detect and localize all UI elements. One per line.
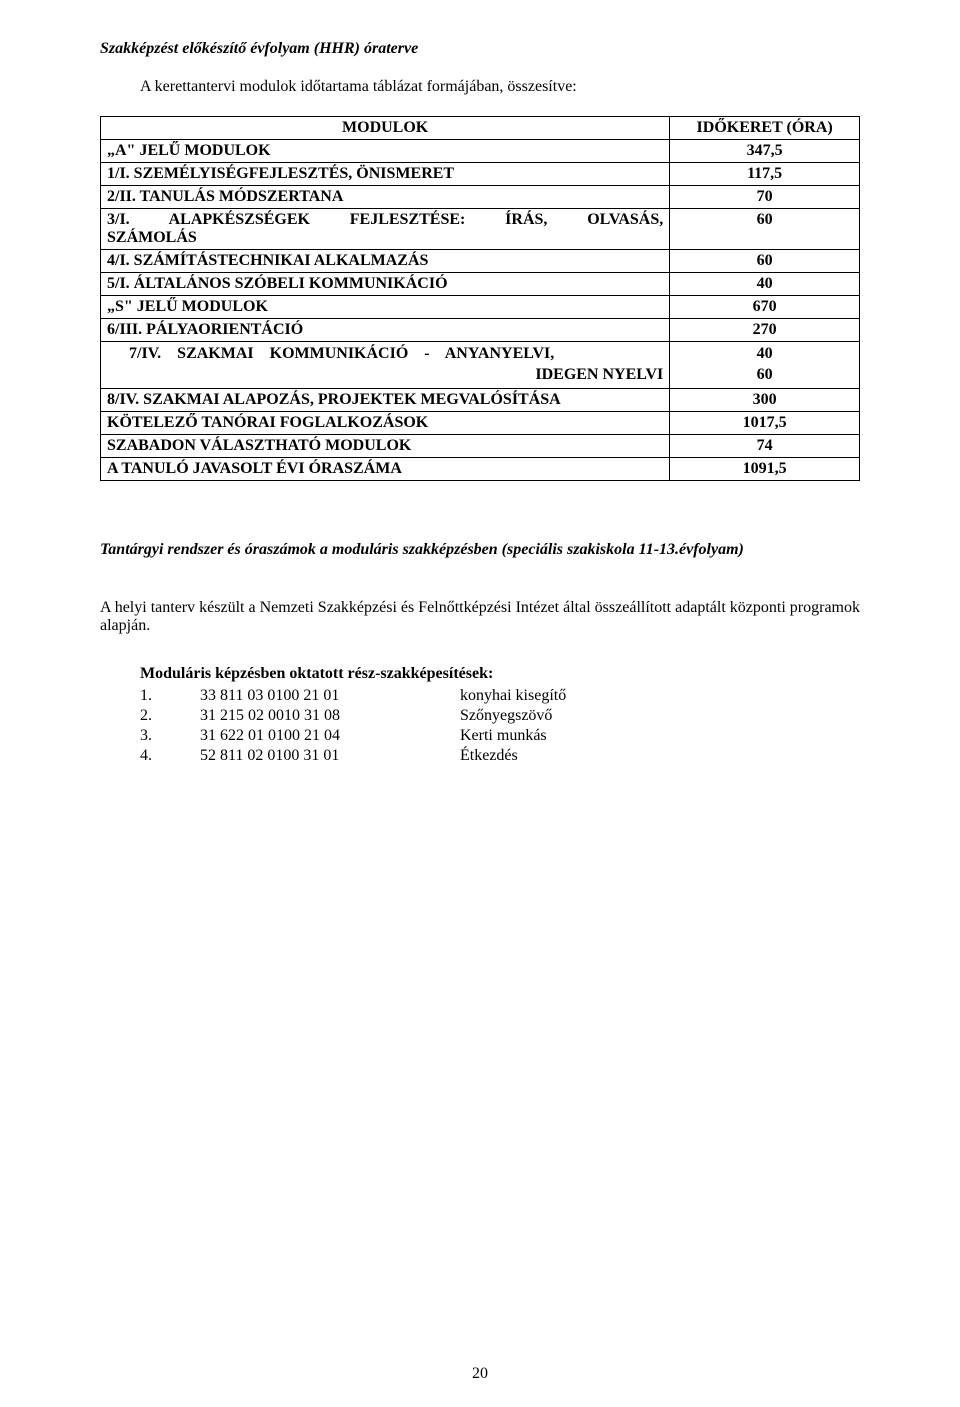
module-name-cell: 7/IV. SZAKMAI KOMMUNIKÁCIÓ - ANYANYELVI,… (101, 342, 670, 389)
module-value-cell: 270 (670, 319, 860, 342)
qualifications-list: 1.33 811 03 0100 21 01konyhai kisegítő 2.… (140, 687, 860, 765)
module-name-cell: „S" JELŰ MODULOK (101, 296, 670, 319)
module-value-cell: 4060 (670, 342, 860, 389)
qualification-name: Étkezdés (460, 747, 860, 765)
module-name-cell: 5/I. ÁLTALÁNOS SZÓBELI KOMMUNIKÁCIÓ (101, 273, 670, 296)
table-row: „A" JELŰ MODULOK347,5 (101, 140, 860, 163)
module-value-cell: 1017,5 (670, 411, 860, 434)
module-value-cell: 347,5 (670, 140, 860, 163)
module-name-cell: 8/IV. SZAKMAI ALAPOZÁS, PROJEKTEK MEGVAL… (101, 388, 670, 411)
qualifications-heading: Moduláris képzésben oktatott rész-szakké… (140, 665, 860, 683)
module-name-cell: 2/II. TANULÁS MÓDSZERTANA (101, 186, 670, 209)
table-header-row: MODULOK IDŐKERET (ÓRA) (101, 117, 860, 140)
table-row: SZABADON VÁLASZTHATÓ MODULOK74 (101, 434, 860, 457)
table-row: KÖTELEZŐ TANÓRAI FOGLALKOZÁSOK1017,5 (101, 411, 860, 434)
module-value-cell: 70 (670, 186, 860, 209)
module-value-cell: 74 (670, 434, 860, 457)
qualification-number: 4. (140, 747, 200, 765)
subtitle: A kerettantervi modulok időtartama táblá… (140, 78, 860, 96)
body-text: A helyi tanterv készült a Nemzeti Szakké… (100, 599, 860, 635)
section-heading: Tantárgyi rendszer és óraszámok a modulá… (100, 541, 860, 559)
module-value-cell: 60 (670, 209, 860, 250)
module-value-cell: 117,5 (670, 163, 860, 186)
table-row: 4/I. SZÁMÍTÁSTECHNIKAI ALKALMAZÁS60 (101, 250, 860, 273)
qualification-name: Szőnyegszövő (460, 707, 860, 725)
module-value-cell: 670 (670, 296, 860, 319)
table-row: 1/I. SZEMÉLYISÉGFEJLESZTÉS, ÖNISMERET117… (101, 163, 860, 186)
qualification-code: 31 622 01 0100 21 04 (200, 727, 460, 745)
qualification-number: 1. (140, 687, 200, 705)
module-value-cell: 300 (670, 388, 860, 411)
qualification-row: 2.31 215 02 0010 31 08Szőnyegszövő (140, 707, 860, 725)
table-row: 8/IV. SZAKMAI ALAPOZÁS, PROJEKTEK MEGVAL… (101, 388, 860, 411)
module-value-cell: 1091,5 (670, 457, 860, 480)
module-name-cell: SZABADON VÁLASZTHATÓ MODULOK (101, 434, 670, 457)
table-row: 5/I. ÁLTALÁNOS SZÓBELI KOMMUNIKÁCIÓ40 (101, 273, 860, 296)
qualification-row: 3.31 622 01 0100 21 04Kerti munkás (140, 727, 860, 745)
module-name-cell: 6/III. PÁLYAORIENTÁCIÓ (101, 319, 670, 342)
page-title: Szakképzést előkészítő évfolyam (HHR) ór… (100, 40, 860, 58)
header-col-hours: IDŐKERET (ÓRA) (670, 117, 860, 140)
qualification-code: 33 811 03 0100 21 01 (200, 687, 460, 705)
table-row: 3/I. ALAPKÉSZSÉGEK FEJLESZTÉSE: ÍRÁS, OL… (101, 209, 860, 250)
qualification-row: 1.33 811 03 0100 21 01konyhai kisegítő (140, 687, 860, 705)
header-col-modules: MODULOK (101, 117, 670, 140)
module-value-cell: 60 (670, 250, 860, 273)
qualification-code: 31 215 02 0010 31 08 (200, 707, 460, 725)
module-name-cell: A TANULÓ JAVASOLT ÉVI ÓRASZÁMA (101, 457, 670, 480)
qualification-number: 2. (140, 707, 200, 725)
module-value-cell: 40 (670, 273, 860, 296)
module-name-cell: KÖTELEZŐ TANÓRAI FOGLALKOZÁSOK (101, 411, 670, 434)
module-name-cell: „A" JELŰ MODULOK (101, 140, 670, 163)
modules-table: MODULOK IDŐKERET (ÓRA) „A" JELŰ MODULOK3… (100, 116, 860, 481)
qualification-name: Kerti munkás (460, 727, 860, 745)
table-row: 7/IV. SZAKMAI KOMMUNIKÁCIÓ - ANYANYELVI,… (101, 342, 860, 389)
module-name-cell: 1/I. SZEMÉLYISÉGFEJLESZTÉS, ÖNISMERET (101, 163, 670, 186)
module-name-cell: 4/I. SZÁMÍTÁSTECHNIKAI ALKALMAZÁS (101, 250, 670, 273)
qualification-row: 4.52 811 02 0100 31 01Étkezdés (140, 747, 860, 765)
table-row: 6/III. PÁLYAORIENTÁCIÓ270 (101, 319, 860, 342)
table-row: A TANULÓ JAVASOLT ÉVI ÓRASZÁMA1091,5 (101, 457, 860, 480)
page-number: 20 (0, 1365, 960, 1383)
table-row: 2/II. TANULÁS MÓDSZERTANA70 (101, 186, 860, 209)
table-row: „S" JELŰ MODULOK670 (101, 296, 860, 319)
qualification-number: 3. (140, 727, 200, 745)
module-name-cell: 3/I. ALAPKÉSZSÉGEK FEJLESZTÉSE: ÍRÁS, OL… (101, 209, 670, 250)
qualification-name: konyhai kisegítő (460, 687, 860, 705)
qualification-code: 52 811 02 0100 31 01 (200, 747, 460, 765)
